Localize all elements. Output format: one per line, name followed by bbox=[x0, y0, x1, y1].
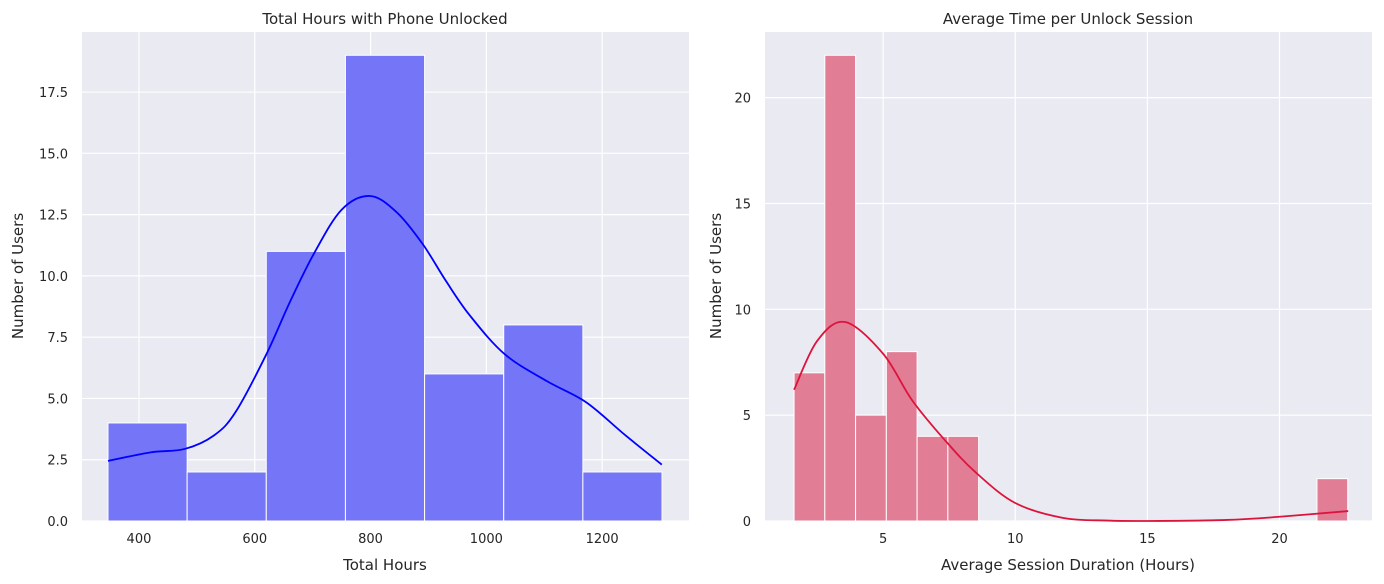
right-histogram-bar bbox=[885, 351, 918, 522]
left-x-tick-label: 1200 bbox=[586, 532, 619, 547]
left-x-tick-label: 600 bbox=[242, 532, 267, 547]
right-histogram-bar bbox=[855, 414, 887, 522]
right-histogram-bar bbox=[916, 435, 949, 522]
left-x-axis-label: Total Hours bbox=[342, 556, 427, 574]
right-chart-title: Average Time per Unlock Session bbox=[943, 10, 1193, 28]
right-y-tick-label: 0 bbox=[743, 515, 751, 530]
left-x-tick-label: 800 bbox=[358, 532, 383, 547]
left-y-tick-label: 2.5 bbox=[47, 454, 68, 469]
right-x-tick-label: 15 bbox=[1139, 532, 1156, 547]
left-y-tick-label: 7.5 bbox=[47, 331, 68, 346]
left-x-tick-label: 1000 bbox=[470, 532, 503, 547]
left-y-tick-label: 12.5 bbox=[39, 209, 68, 224]
left-histogram-bar bbox=[424, 373, 505, 522]
left-y-axis-label: Number of Users bbox=[9, 213, 27, 339]
right-x-tick-label: 20 bbox=[1271, 532, 1288, 547]
left-histogram-bar bbox=[582, 471, 663, 522]
right-x-tick-label: 10 bbox=[1007, 532, 1024, 547]
right-y-tick-label: 10 bbox=[734, 303, 751, 318]
left-histogram-bar bbox=[186, 471, 267, 522]
right-y-tick-label: 15 bbox=[734, 197, 751, 212]
left-y-tick-label: 17.5 bbox=[39, 86, 68, 101]
left-histogram-bar bbox=[344, 54, 426, 522]
right-x-tick-label: 5 bbox=[879, 532, 887, 547]
right-y-axis-label: Number of Users bbox=[707, 213, 725, 339]
right-y-tick-label: 5 bbox=[743, 409, 751, 424]
left-histogram-bar bbox=[107, 422, 188, 522]
left-histogram-bar bbox=[265, 250, 346, 522]
left-histogram-axes: Total Hours with Phone Unlocked Total Ho… bbox=[9, 10, 689, 574]
right-x-axis-label: Average Session Duration (Hours) bbox=[941, 556, 1195, 574]
right-histogram-bar bbox=[1316, 478, 1349, 522]
left-histogram-bar bbox=[503, 324, 584, 522]
left-chart-title: Total Hours with Phone Unlocked bbox=[261, 10, 507, 28]
left-y-tick-label: 10.0 bbox=[39, 270, 68, 285]
left-y-tick-label: 15.0 bbox=[39, 147, 68, 162]
left-kde-curve bbox=[107, 195, 663, 466]
right-kde-curve bbox=[793, 320, 1349, 522]
right-histogram-bar bbox=[824, 54, 857, 522]
left-x-tick-label: 400 bbox=[127, 532, 152, 547]
left-y-tick-label: 5.0 bbox=[47, 392, 68, 407]
right-histogram-bar bbox=[793, 372, 826, 522]
left-y-tick-label: 0.0 bbox=[47, 515, 68, 530]
right-y-tick-label: 20 bbox=[734, 92, 751, 107]
right-histogram-axes: Average Time per Unlock Session Average … bbox=[707, 10, 1372, 574]
